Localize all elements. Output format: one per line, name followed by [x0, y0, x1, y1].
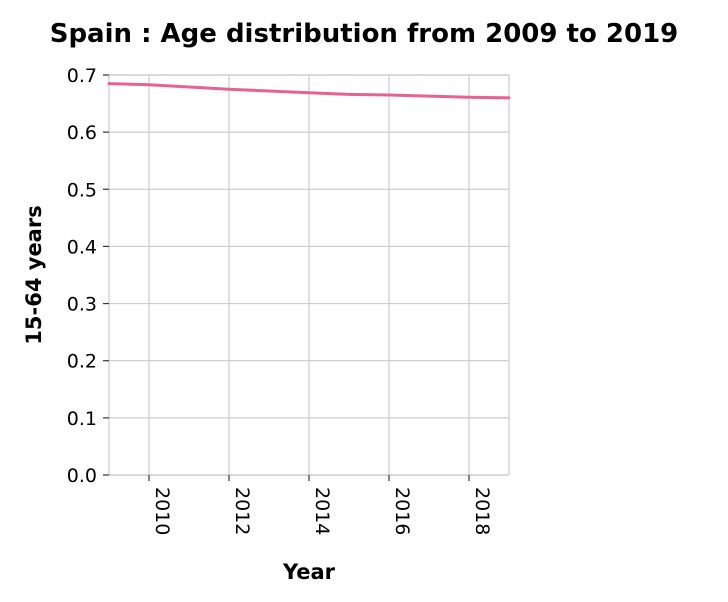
y-tick-label: 0.4 — [67, 236, 97, 258]
x-tick-label: 2016 — [391, 487, 413, 535]
x-axis-label: Year — [282, 560, 336, 584]
y-tick-label: 0.0 — [67, 465, 97, 487]
x-tick-label: 2012 — [231, 487, 253, 535]
series-layer — [107, 82, 511, 100]
axis-ticks: 0.0 0.1 0.2 0.3 0.4 0.5 0.6 0.7 2010 2012 2014 2016… — [67, 65, 493, 535]
y-tick-label: 0.5 — [67, 179, 97, 201]
x-tick-label: 2014 — [311, 487, 333, 535]
chart-title: Spain : Age distribution from 2009 to 20… — [50, 19, 679, 49]
y-tick-label: 0.7 — [67, 65, 97, 87]
y-axis-label: 15-64 years — [22, 205, 46, 344]
series-line — [107, 82, 511, 100]
x-tick-label: 2018 — [471, 487, 493, 535]
y-tick-label: 0.6 — [67, 122, 97, 144]
y-tick-label: 0.2 — [67, 351, 97, 373]
x-tick-label: 2010 — [151, 487, 173, 535]
y-tick-label: 0.1 — [67, 408, 97, 430]
grid-lines — [108, 74, 510, 476]
y-tick-label: 0.3 — [67, 294, 97, 316]
